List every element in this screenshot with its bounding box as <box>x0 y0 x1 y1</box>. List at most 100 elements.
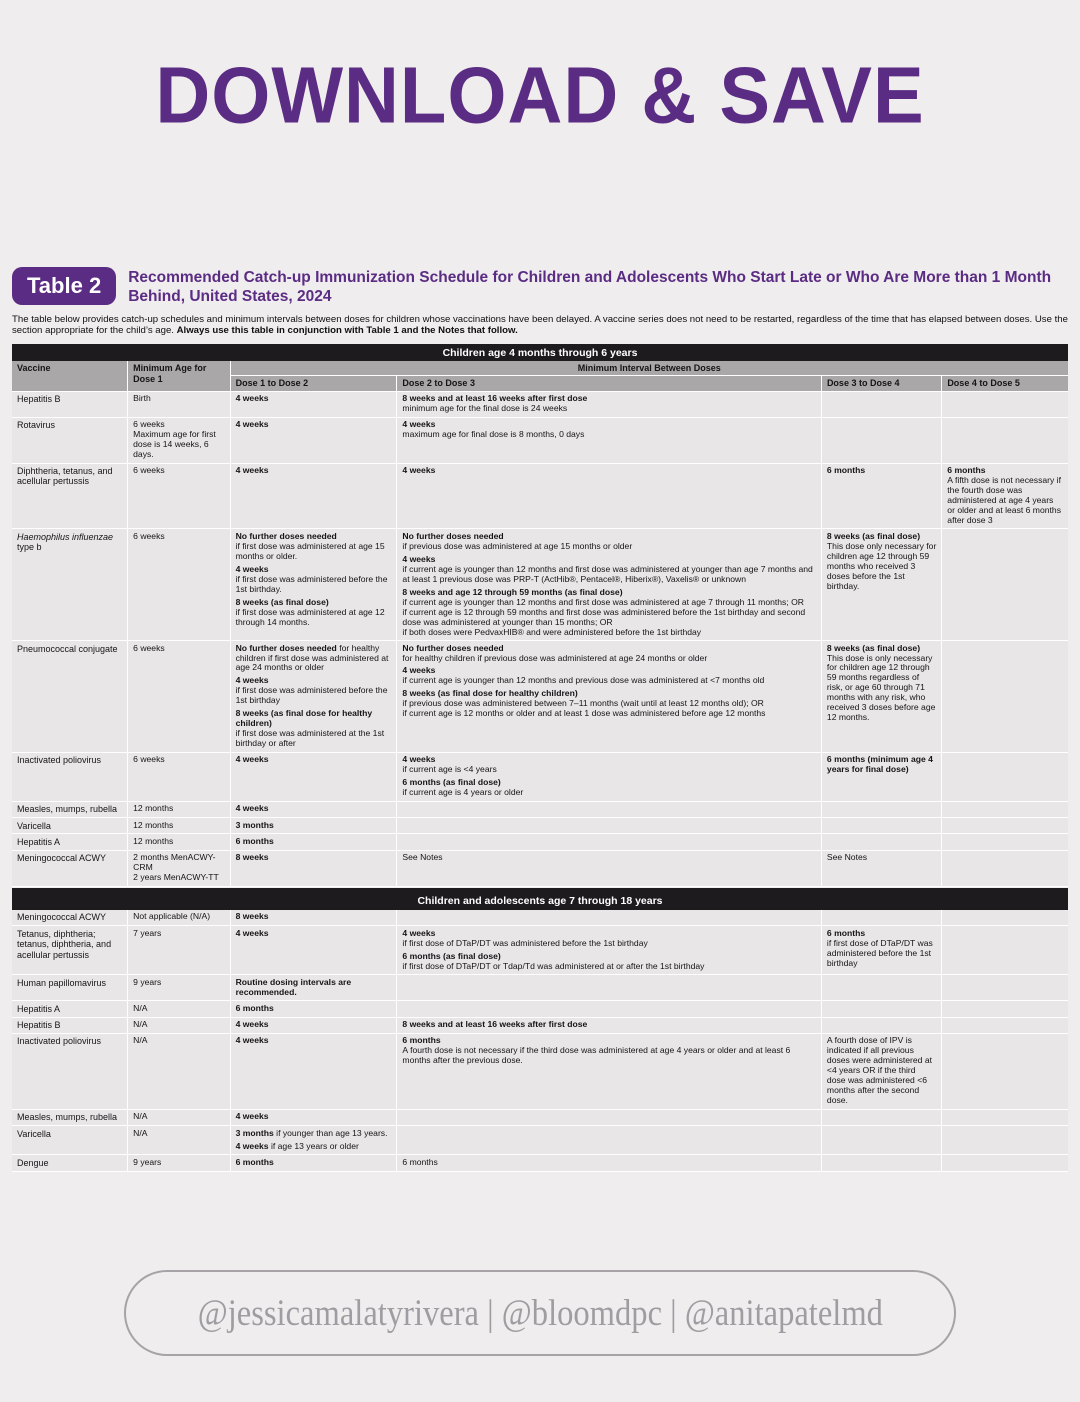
cell-dose-1-2: 4 weeks <box>230 391 398 417</box>
cell-dose-2-3 <box>397 975 822 1001</box>
cell-dose-3-4: 6 months <box>821 463 943 529</box>
column-header-vaccine: Vaccine <box>12 361 129 391</box>
cell-vaccine: Measles, mumps, rubella <box>12 801 129 818</box>
cell-dose-1-2: 4 weeks <box>230 1109 398 1126</box>
cell-dose-1-2: No further doses needed if first dose was… <box>230 529 398 641</box>
section-divider <box>12 887 1068 893</box>
cell-dose-1-2: 3 months <box>230 818 398 834</box>
column-header-row: Vaccine Minimum Age for Dose 1 Minimum Int… <box>12 361 1068 392</box>
cell-vaccine: Dengue <box>12 1155 129 1171</box>
table-row: Varicella N/A 3 months if younger than age… <box>12 1126 1068 1156</box>
cell-vaccine: Human papillomavirus <box>12 975 129 1001</box>
cell-min-age: 6 weeks Maximum age for first dose is 14 … <box>128 417 231 463</box>
table-row: Meningococcal ACWY Not applicable (N/A) 8 … <box>12 909 1068 927</box>
cell-dose-1-2: 4 weeks <box>230 752 398 801</box>
cell-dose-3-4: 6 months (minimum age 4 years for final … <box>821 752 943 801</box>
cell-dose-3-4 <box>821 417 943 463</box>
cell-dose-4-5 <box>942 801 1068 818</box>
cell-vaccine: Varicella <box>12 1126 129 1155</box>
cell-dose-3-4: A fourth dose of IPV is indicated if all… <box>821 1033 943 1109</box>
section-header: Children and adolescents age 7 through 1… <box>12 892 1068 910</box>
cell-dose-2-3 <box>397 818 822 834</box>
table-row: Measles, mumps, rubella 12 months 4 weeks <box>12 801 1068 819</box>
cell-dose-3-4: See Notes <box>821 850 943 886</box>
cell-min-age: N/A <box>128 1126 231 1155</box>
cell-dose-3-4 <box>821 1109 943 1126</box>
cell-dose-1-2: 3 months if younger than age 13 years. 4 … <box>230 1126 398 1155</box>
footer-handles: @jessicamalatyrivera | @bloomdpc | @anit… <box>197 1292 883 1334</box>
table-row: Dengue 9 years 6 months 6 months <box>12 1155 1068 1172</box>
cell-dose-3-4 <box>821 1155 943 1171</box>
cell-dose-1-2: 4 weeks <box>230 463 398 529</box>
cell-dose-4-5 <box>942 1033 1068 1109</box>
cell-dose-2-3 <box>397 909 822 926</box>
cell-dose-4-5 <box>942 529 1068 641</box>
cell-min-age: N/A <box>128 1033 231 1109</box>
cell-dose-1-2: 6 months <box>230 1155 398 1171</box>
cell-dose-1-2: 4 weeks <box>230 926 398 975</box>
footer-pill: @jessicamalatyrivera | @bloomdpc | @anit… <box>124 1270 956 1356</box>
cell-vaccine: Diphtheria, tetanus, and acellular pertu… <box>12 463 129 529</box>
table-row: Hepatitis B N/A 4 weeks 8 weeks and at leas… <box>12 1017 1068 1034</box>
cell-dose-1-2: 4 weeks <box>230 1017 398 1033</box>
cell-min-age: Birth <box>128 391 231 417</box>
cell-dose-4-5 <box>942 1155 1068 1171</box>
cell-dose-3-4: 8 weeks (as final dose) This dose only ne… <box>821 529 943 641</box>
cell-dose-3-4: 6 months if first dose of DTaP/DT was adm… <box>821 926 943 975</box>
cell-vaccine: Measles, mumps, rubella <box>12 1109 129 1126</box>
cell-dose-4-5 <box>942 417 1068 463</box>
table-row: Inactivated poliovirus 6 weeks 4 weeks 4 we… <box>12 752 1068 802</box>
cell-dose-2-3: 4 weeks if current age is <4 years 6 month… <box>397 752 822 801</box>
cell-dose-3-4 <box>821 834 943 850</box>
cell-dose-1-2: No further doses needed for healthy chil… <box>230 641 398 752</box>
cell-dose-2-3 <box>397 1126 822 1155</box>
cell-vaccine: Inactivated poliovirus <box>12 1033 129 1109</box>
cell-min-age: 6 weeks <box>128 641 231 752</box>
cell-min-age: 6 weeks <box>128 463 231 529</box>
cell-min-age: 9 years <box>128 975 231 1001</box>
cell-dose-2-3: See Notes <box>397 850 822 886</box>
cell-dose-4-5 <box>942 1017 1068 1033</box>
cell-vaccine: Rotavirus <box>12 417 129 463</box>
cell-min-age: N/A <box>128 1001 231 1017</box>
intro-bold-text: Always use this table in conjunction wit… <box>176 325 518 337</box>
cell-dose-3-4 <box>821 1017 943 1033</box>
table-intro: The table below provides catch-up schedu… <box>12 314 1068 337</box>
cell-dose-2-3: 4 weeks <box>397 463 822 529</box>
cell-dose-1-2: 8 weeks <box>230 909 398 926</box>
cell-dose-2-3: 6 months <box>397 1155 822 1171</box>
immunization-table: Children age 4 months through 6 years Vac… <box>12 344 1068 1172</box>
cell-min-age: 9 years <box>128 1155 231 1171</box>
cell-vaccine: Meningococcal ACWY <box>12 850 129 886</box>
table-row: Hepatitis A 12 months 6 months <box>12 834 1068 851</box>
cell-dose-4-5 <box>942 818 1068 834</box>
table-header: Table 2 Recommended Catch-up Immunizatio… <box>12 267 1068 307</box>
cell-dose-4-5 <box>942 926 1068 975</box>
cell-dose-2-3: 4 weeks maximum age for final dose is 8 m… <box>397 417 822 463</box>
cell-vaccine: Hepatitis B <box>12 391 129 417</box>
table-badge: Table 2 <box>12 267 117 305</box>
cell-dose-4-5 <box>942 1109 1068 1126</box>
cell-dose-2-3 <box>397 801 822 818</box>
table-row: Tetanus, diphtheria; tetanus, diphtheria… <box>12 926 1068 976</box>
table-row: Hepatitis B Birth 4 weeks 8 weeks and at le… <box>12 391 1068 418</box>
cell-dose-3-4 <box>821 975 943 1001</box>
page-title: DOWNLOAD & SAVE <box>155 50 925 141</box>
cell-dose-4-5 <box>942 909 1068 926</box>
cell-dose-2-3 <box>397 834 822 850</box>
column-header-dose-2-3: Dose 2 to Dose 3 <box>397 376 822 391</box>
cell-dose-4-5 <box>942 641 1068 752</box>
cell-dose-3-4 <box>821 909 943 926</box>
table-row: Human papillomavirus 9 years Routine dosin… <box>12 975 1068 1002</box>
cell-vaccine: Haemophilus influenzae type b <box>12 529 129 641</box>
cell-dose-1-2: Routine dosing intervals are recommended… <box>230 975 398 1001</box>
cell-dose-1-2: 6 months <box>230 1001 398 1017</box>
table-row: Varicella 12 months 3 months <box>12 818 1068 835</box>
cell-dose-4-5 <box>942 850 1068 886</box>
cell-vaccine: Inactivated poliovirus <box>12 752 129 801</box>
cell-dose-1-2: 4 weeks <box>230 1033 398 1109</box>
cell-vaccine: Hepatitis A <box>12 834 129 850</box>
column-header-min-age: Minimum Age for Dose 1 <box>128 361 231 391</box>
cell-min-age: N/A <box>128 1017 231 1033</box>
